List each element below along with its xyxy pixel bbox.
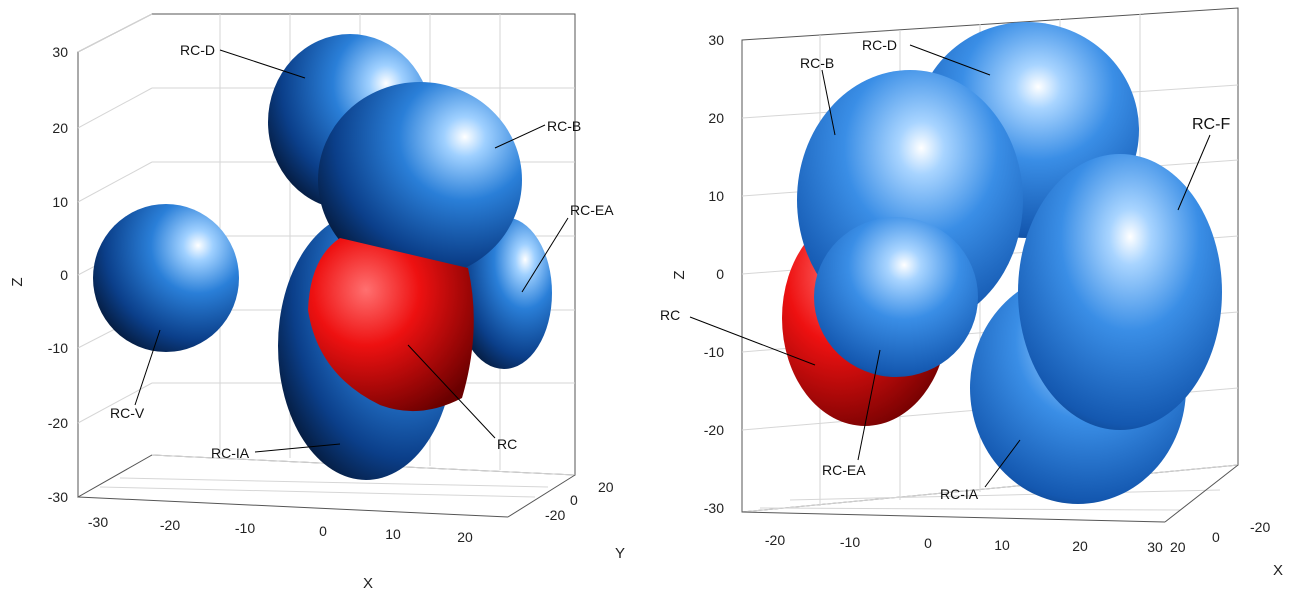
right-panel: RC-D RC-B RC-F RC RC-EA RC-IA 30 20 10 0…: [660, 7, 1283, 579]
tick: -10: [235, 520, 255, 536]
left-labels: RC-D RC-B RC-EA RC-V RC-IA RC: [110, 42, 614, 461]
tick: 30: [52, 44, 68, 60]
tick: -10: [704, 344, 724, 360]
left-y-axis-label: Y: [615, 545, 625, 562]
tick: -10: [840, 534, 860, 550]
right-y-ticks: -20 -10 0 10 20 30: [765, 532, 1163, 555]
shape-rc: [308, 238, 474, 412]
left-x-ticks: -30 -20 -10 0 10 20: [88, 514, 473, 545]
tick: 20: [708, 110, 724, 126]
tick: -30: [48, 489, 68, 505]
tick: 20: [1170, 539, 1186, 555]
tick: 30: [1147, 539, 1163, 555]
label-rc-ea: RC-EA: [822, 462, 866, 478]
tick: 10: [385, 526, 401, 542]
label-rc: RC: [660, 307, 680, 323]
left-panel: RC-D RC-B RC-EA RC-V RC-IA RC 30 20 10 0…: [9, 13, 625, 591]
tick: 20: [52, 120, 68, 136]
label-rc-v: RC-V: [110, 405, 145, 421]
tick: 0: [60, 267, 68, 283]
tick: 20: [1072, 538, 1088, 554]
label-rc-ia: RC-IA: [211, 445, 250, 461]
tick: 20: [598, 479, 614, 495]
left-leaders: [134, 49, 569, 453]
left-y-ticks: 20 0 -20: [545, 479, 614, 523]
tick: -30: [704, 500, 724, 516]
label-rc-b: RC-B: [800, 55, 834, 71]
tick: -20: [545, 507, 565, 523]
right-labels: RC-D RC-B RC-F RC RC-EA RC-IA: [660, 37, 1230, 502]
label-rc-b: RC-B: [547, 118, 581, 134]
sphere-rc-f: [1018, 154, 1222, 430]
label-rc-f: RC-F: [1192, 116, 1230, 133]
tick: 10: [708, 188, 724, 204]
tick: -20: [1250, 519, 1270, 535]
label-rc: RC: [497, 436, 517, 452]
tick: 0: [570, 492, 578, 508]
label-rc-d: RC-D: [180, 42, 215, 58]
right-spheres: [782, 22, 1222, 504]
tick: 30: [708, 32, 724, 48]
tick: 0: [924, 535, 932, 551]
left-x-axis-label: X: [363, 575, 373, 591]
label-rc-ia: RC-IA: [940, 486, 979, 502]
tick: -10: [48, 340, 68, 356]
tick: 20: [457, 529, 473, 545]
label-rc-d: RC-D: [862, 37, 897, 53]
tick: -20: [48, 415, 68, 431]
right-z-ticks: 30 20 10 0 -10 -20 -30: [704, 32, 724, 516]
left-z-ticks: 30 20 10 0 -10 -20 -30: [48, 44, 68, 505]
sphere-rc-ea: [814, 217, 978, 377]
right-z-axis-label: Z: [671, 270, 688, 279]
tick: 10: [994, 537, 1010, 553]
tick: -20: [765, 532, 785, 548]
right-x-ticks: -20 0 20: [1170, 519, 1270, 555]
sphere-rc-v: [93, 204, 239, 352]
tick: -30: [88, 514, 108, 530]
tick: -20: [704, 422, 724, 438]
tick: 0: [716, 266, 724, 282]
tick: -20: [160, 517, 180, 533]
left-z-axis-label: Z: [9, 277, 26, 286]
right-leaders: [689, 44, 1211, 488]
tick: 0: [1212, 529, 1220, 545]
tick: 0: [319, 523, 327, 539]
label-rc-ea: RC-EA: [570, 202, 614, 218]
sphere-rc-b: [318, 82, 522, 278]
right-x-axis-label: X: [1273, 562, 1283, 579]
tick: 10: [52, 194, 68, 210]
left-spheres: [93, 34, 552, 480]
